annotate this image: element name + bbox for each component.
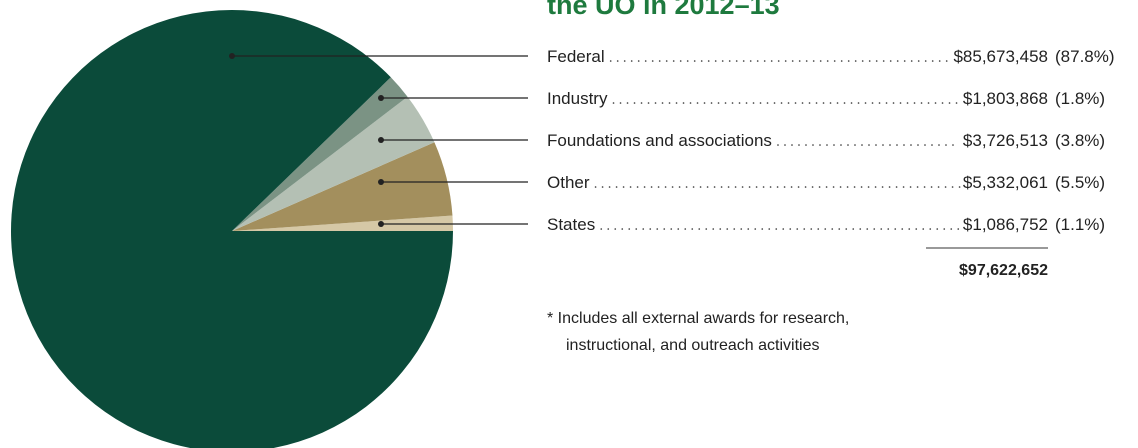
- pie-slice: [11, 10, 453, 448]
- leader-dot: [378, 95, 384, 101]
- value-label: $85,673,458: [953, 47, 1048, 66]
- footnote: instructional, and outreach activities: [566, 337, 819, 354]
- leader-dot: [378, 221, 384, 227]
- percent-label: (1.1%): [1055, 215, 1105, 234]
- pie-slice: [232, 77, 408, 231]
- legend-label: Foundations and associations: [547, 131, 772, 150]
- pie: [11, 10, 453, 448]
- footnote: * Includes all external awards for resea…: [547, 310, 849, 327]
- percent-label: (1.8%): [1055, 89, 1105, 108]
- percent-label: (87.8%): [1055, 47, 1115, 66]
- leader-dot: [378, 179, 384, 185]
- chart-title: the UO in 2012–13: [547, 0, 780, 20]
- pie-slice: [232, 142, 453, 231]
- percent-label: (5.5%): [1055, 173, 1105, 192]
- legend-label: Other: [547, 173, 590, 192]
- pie-slice: [232, 215, 453, 231]
- legend-label: States: [547, 215, 595, 234]
- value-label: $1,803,868: [963, 89, 1048, 108]
- value-label: $3,726,513: [963, 131, 1048, 150]
- leader-dot: [229, 53, 235, 59]
- total-label: $97,622,652: [959, 262, 1048, 279]
- percent-label: (3.8%): [1055, 131, 1105, 150]
- value-label: $1,086,752: [963, 215, 1048, 234]
- pie-slice: [232, 96, 435, 232]
- leader-dot: [378, 137, 384, 143]
- value-label: $5,332,061: [963, 173, 1048, 192]
- legend-label: Industry: [547, 89, 608, 108]
- legend-label: Federal: [547, 47, 605, 66]
